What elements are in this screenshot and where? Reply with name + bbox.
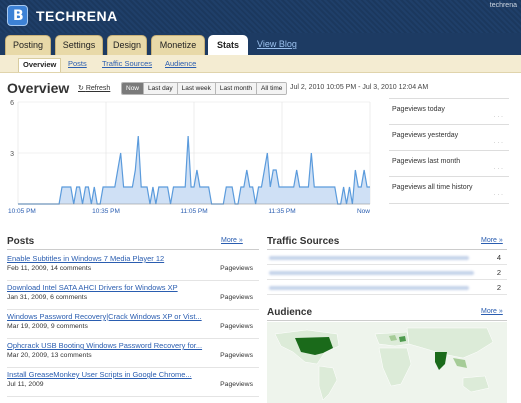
post-row: Install GreaseMonkey User Scripts in Goo… (7, 368, 259, 397)
tab-stats[interactable]: Stats (208, 35, 248, 55)
stats-subnav: Overview Posts Traffic Sources Audience (0, 55, 521, 73)
dashboard-tabs: Posting Settings Design Monetize Stats (0, 33, 521, 55)
stat-pageviews-today: Pageviews today · · · (389, 98, 509, 124)
post-pageviews: Pageviews (220, 294, 253, 301)
stat-pageviews-last-month: Pageviews last month · · · (389, 150, 509, 176)
refresh-icon: ↻ (78, 85, 86, 92)
chart-x-tick: 11:05 PM (180, 208, 207, 215)
post-title-link[interactable]: Ophcrack USB Booting Windows Password Re… (7, 341, 203, 350)
posts-divider (7, 249, 259, 250)
audience-world-map[interactable] (267, 322, 507, 403)
post-row: Windows Password Recovery|Crack Windows … (7, 310, 259, 339)
refresh-label: Refresh (85, 85, 111, 92)
blogger-logo-icon[interactable]: B (7, 5, 28, 26)
range-selector: Now Last day Last week Last month All ti… (121, 82, 288, 95)
pageviews-chart: 6 3 10:05 PM 10:35 PM 11:05 PM 11:35 PM Now (8, 100, 371, 215)
chart-x-tick: 10:05 PM (8, 208, 36, 215)
tab-monetize[interactable]: Monetize (151, 35, 205, 55)
subtab-audience[interactable]: Audience (165, 59, 197, 68)
stat-pageviews-yesterday: Pageviews yesterday · · · (389, 124, 509, 150)
range-all-time-button[interactable]: All time (257, 83, 287, 94)
overview-title: Overview (7, 80, 70, 96)
view-blog-link[interactable]: View Blog (257, 39, 297, 49)
traffic-sources-heading: Traffic Sources (267, 236, 340, 247)
chart-x-tick: 10:35 PM (92, 208, 120, 215)
post-row: Ophcrack USB Booting Windows Password Re… (7, 339, 259, 368)
post-row: Enable Subtitles in Windows 7 Media Play… (7, 252, 259, 281)
posts-more-link[interactable]: More » (221, 237, 243, 244)
post-pageviews: Pageviews (220, 323, 253, 330)
date-range-label: Jul 2, 2010 10:05 PM - Jul 3, 2010 12:04… (290, 84, 429, 91)
user-name: techrena (489, 2, 517, 9)
stat-label: Pageviews all time history (392, 184, 473, 191)
post-meta: Mar 19, 2009, 9 comments (7, 323, 88, 330)
stat-label: Pageviews yesterday (392, 132, 459, 139)
subtab-overview[interactable]: Overview (18, 58, 62, 72)
traffic-source-row: 4 (267, 251, 507, 265)
range-last-day-button[interactable]: Last day (144, 83, 178, 94)
stat-value-blurred: · · · (493, 140, 503, 146)
source-count: 2 (496, 268, 501, 277)
post-meta: Jan 31, 2009, 6 comments (7, 294, 88, 301)
source-url-blurred[interactable] (269, 271, 474, 275)
traffic-source-row: 2 (267, 266, 507, 280)
range-now-button[interactable]: Now (122, 83, 145, 94)
stat-label: Pageviews today (392, 106, 445, 113)
chart-x-tick: 11:35 PM (268, 208, 295, 215)
tab-design[interactable]: Design (107, 35, 147, 55)
source-count: 4 (496, 253, 501, 262)
audience-heading: Audience (267, 307, 313, 318)
range-last-week-button[interactable]: Last week (177, 83, 216, 94)
posts-heading: Posts (7, 236, 35, 247)
tab-posting[interactable]: Posting (5, 35, 51, 55)
refresh-link[interactable]: ↻ Refresh (78, 84, 110, 92)
subtab-posts[interactable]: Posts (68, 59, 87, 68)
post-meta: Jul 11, 2009 (7, 381, 44, 388)
post-pageviews: Pageviews (220, 352, 253, 359)
audience-divider (267, 320, 507, 321)
range-last-month-button[interactable]: Last month (215, 83, 258, 94)
post-meta: Mar 20, 2009, 13 comments (7, 352, 92, 359)
traffic-more-link[interactable]: More » (481, 237, 503, 244)
traffic-source-row: 2 (267, 281, 507, 295)
stat-value-blurred: · · · (493, 166, 503, 172)
stat-label: Pageviews last month (392, 158, 461, 165)
source-url-blurred[interactable] (269, 286, 469, 290)
source-url-blurred[interactable] (269, 256, 469, 260)
post-title-link[interactable]: Install GreaseMonkey User Scripts in Goo… (7, 370, 192, 379)
top-bar: B TECHRENA techrena (0, 0, 521, 33)
stat-value-blurred: · · · (493, 192, 503, 198)
post-title-link[interactable]: Enable Subtitles in Windows 7 Media Play… (7, 254, 165, 263)
post-title-link[interactable]: Download Intel SATA AHCI Drivers for Win… (7, 283, 178, 292)
post-pageviews: Pageviews (220, 381, 253, 388)
traffic-divider (267, 249, 507, 250)
post-row: Download Intel SATA AHCI Drivers for Win… (7, 281, 259, 310)
audience-more-link[interactable]: More » (481, 308, 503, 315)
source-count: 2 (496, 283, 501, 292)
stat-pageviews-all-time: Pageviews all time history · · · (389, 176, 509, 204)
chart-x-tick: Now (357, 208, 370, 215)
chart-y-tick: 3 (10, 151, 14, 158)
post-title-link[interactable]: Windows Password Recovery|Crack Windows … (7, 312, 202, 321)
subtab-traffic-sources[interactable]: Traffic Sources (102, 59, 153, 68)
stat-value-blurred: · · · (493, 114, 503, 120)
chart-series-line (18, 135, 370, 205)
post-pageviews: Pageviews (220, 265, 253, 272)
tab-settings[interactable]: Settings (55, 35, 103, 55)
blog-name: TECHRENA (36, 8, 118, 24)
chart-y-tick: 6 (10, 100, 14, 107)
post-meta: Feb 11, 2009, 14 comments (7, 265, 92, 272)
